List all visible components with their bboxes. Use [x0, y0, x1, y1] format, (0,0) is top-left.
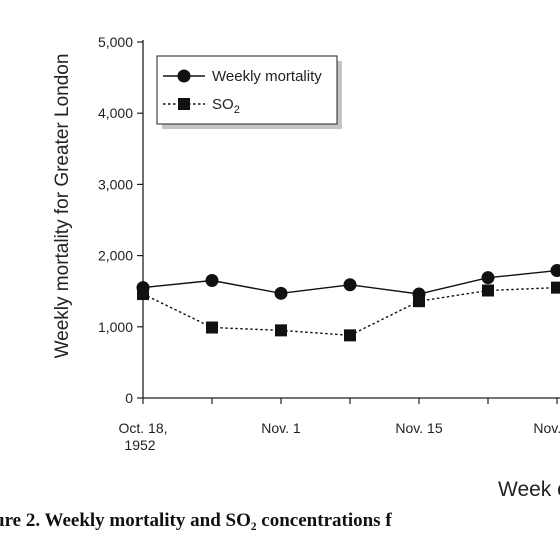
mortality-point	[343, 278, 357, 292]
y-tick-label: 0	[125, 390, 133, 406]
y-axis-label: Weekly mortality for Greater London	[52, 54, 73, 359]
x-tick-label: Nov. 29	[533, 420, 560, 436]
so2-point	[413, 295, 425, 308]
so2-point	[482, 284, 494, 297]
so2-point	[275, 324, 287, 337]
x-tick-label: 1952	[124, 437, 155, 453]
so2-point	[206, 321, 218, 334]
legend-box	[156, 55, 338, 125]
legend-so2-marker	[178, 98, 190, 110]
y-tick-label: 4,000	[98, 105, 133, 121]
mortality-point	[550, 264, 560, 278]
y-tick-label: 5,000	[98, 34, 133, 50]
so2-point	[137, 288, 149, 301]
mortality-point	[481, 271, 495, 285]
series-layer	[136, 264, 560, 342]
axes: 0 1,000 2,000 3,000 4,000 5,000 Oct. 18,1952 No…	[98, 34, 560, 453]
x-tick-label: Nov. 1	[261, 420, 301, 436]
so2-point	[551, 281, 560, 294]
legend-mortality-label: Weekly mortality	[212, 68, 322, 85]
so2-point	[344, 329, 356, 342]
legend-mortality-marker	[177, 69, 191, 83]
y-tick-label: 3,000	[98, 176, 133, 192]
y-tick-label: 2,000	[98, 248, 133, 264]
x-tick-label: Oct. 18,	[118, 420, 167, 436]
figure-caption: ure 2. Weekly mortality and SO₂ concentr…	[0, 510, 392, 531]
mortality-point	[274, 286, 288, 300]
x-axis-label: Week o	[498, 478, 560, 501]
x-tick-label: Nov. 15	[395, 420, 442, 436]
mortality-point	[205, 274, 219, 288]
legend-so2-label: SO2	[212, 96, 240, 116]
y-tick-label: 1,000	[98, 319, 133, 335]
legend: Weekly mortality SO2	[156, 55, 342, 129]
